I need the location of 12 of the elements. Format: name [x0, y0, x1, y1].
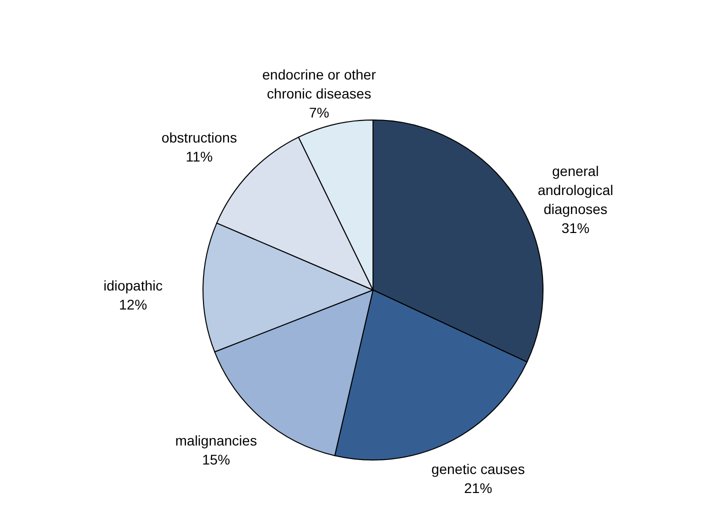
slice-label: endocrine or other chronic diseases	[262, 66, 376, 102]
data-label: 15%	[202, 451, 230, 468]
data-label: 31%	[561, 220, 590, 236]
slice-label: general andrological diagnoses	[538, 162, 614, 217]
data-label: 21%	[464, 480, 492, 496]
slice-label: malignancies	[175, 432, 257, 448]
slice-label: idiopathic	[103, 277, 163, 294]
slice-label: obstructions	[161, 129, 237, 146]
data-label: 7%	[308, 104, 330, 121]
slice-label: genetic causes	[431, 460, 525, 477]
data-label: 12%	[119, 296, 148, 312]
data-label: 11%	[186, 148, 213, 164]
